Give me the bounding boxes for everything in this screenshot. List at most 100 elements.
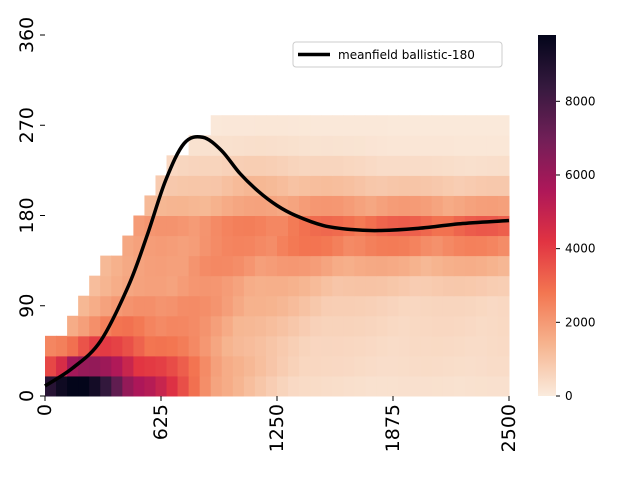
heatmap-cell bbox=[486, 275, 499, 297]
heatmap-cell bbox=[177, 255, 190, 277]
heatmap-cell bbox=[188, 155, 201, 176]
heatmap-cell bbox=[243, 235, 256, 257]
heatmap-cell bbox=[475, 235, 488, 257]
heatmap-cell bbox=[343, 235, 355, 257]
heatmap-cell bbox=[387, 255, 400, 277]
heatmap-cell bbox=[453, 195, 466, 216]
heatmap-cell bbox=[475, 155, 488, 176]
heatmap-cell bbox=[332, 155, 344, 176]
heatmap-cell bbox=[166, 375, 179, 397]
heatmap-cell bbox=[122, 255, 134, 277]
heatmap-cell bbox=[277, 155, 289, 176]
heatmap-cell bbox=[409, 135, 422, 156]
legend-box bbox=[292, 41, 503, 68]
heatmap-cell bbox=[254, 115, 267, 136]
heatmap-cell bbox=[232, 295, 245, 317]
heatmap-cell bbox=[310, 335, 322, 357]
heatmap-cell bbox=[188, 195, 201, 216]
heatmap-cell bbox=[464, 355, 477, 377]
heatmap-cell bbox=[442, 135, 455, 156]
heatmap-cell bbox=[243, 355, 256, 377]
heatmap-cell bbox=[464, 375, 477, 397]
heatmap-cell bbox=[67, 375, 79, 397]
heatmap-cell bbox=[155, 335, 168, 357]
heatmap-cell bbox=[431, 315, 444, 337]
y-tick-label: 360 bbox=[16, 17, 38, 53]
heatmap-cell bbox=[354, 355, 366, 377]
heatmap-cell bbox=[122, 355, 134, 377]
heatmap-cell bbox=[100, 315, 112, 337]
heatmap-cell bbox=[464, 195, 477, 216]
x-tick-label: 1250 bbox=[266, 404, 288, 452]
heatmap-cell bbox=[497, 115, 510, 136]
heatmap-cell bbox=[365, 115, 377, 136]
heatmap-cell bbox=[497, 135, 510, 156]
heatmap-cell bbox=[464, 335, 477, 357]
heatmap-cell bbox=[45, 355, 57, 377]
heatmap-cell bbox=[277, 235, 289, 257]
heatmap-cell bbox=[420, 195, 433, 216]
heatmap-cell bbox=[188, 135, 201, 156]
heatmap-cell bbox=[166, 275, 179, 297]
heatmap-cell bbox=[243, 155, 256, 176]
heatmap-cell bbox=[464, 235, 477, 257]
heatmap-cell bbox=[288, 355, 300, 377]
heatmap-cell bbox=[376, 215, 388, 237]
heatmap-cell bbox=[376, 155, 388, 176]
heatmap-cell bbox=[155, 195, 168, 216]
heatmap-cell bbox=[431, 135, 444, 156]
heatmap-cell bbox=[45, 335, 57, 357]
heatmap-cell bbox=[354, 195, 366, 216]
heatmap-cell bbox=[420, 295, 433, 317]
heatmap-cell bbox=[299, 135, 311, 156]
heatmap-cell bbox=[387, 175, 400, 196]
heatmap-cell bbox=[365, 255, 377, 277]
heatmap-cell bbox=[221, 195, 234, 216]
y-tick-label: 270 bbox=[16, 107, 38, 143]
heatmap-cell bbox=[188, 295, 201, 317]
heatmap-cell bbox=[254, 335, 267, 357]
heatmap-cell bbox=[199, 355, 212, 377]
heatmap-cell bbox=[45, 375, 57, 397]
heatmap-cell bbox=[277, 115, 289, 136]
heatmap-cell bbox=[354, 315, 366, 337]
heatmap-cell bbox=[343, 175, 355, 196]
heatmap-cell bbox=[166, 315, 179, 337]
heatmap-cell bbox=[144, 355, 156, 377]
heatmap-cell bbox=[475, 295, 488, 317]
heatmap-cell bbox=[177, 235, 190, 257]
y-tick-label: 180 bbox=[16, 197, 38, 233]
heatmap-cell bbox=[78, 315, 90, 337]
heatmap-cell bbox=[288, 295, 300, 317]
heatmap-cell bbox=[288, 275, 300, 297]
legend: meanfield ballistic-180 bbox=[292, 41, 503, 68]
colorbar: 0 2000 4000 6000 8000 bbox=[538, 35, 596, 403]
heatmap-cell bbox=[376, 175, 388, 196]
heatmap-cell bbox=[100, 275, 112, 297]
heatmap-cell bbox=[409, 215, 422, 237]
heatmap-cell bbox=[343, 255, 355, 277]
heatmap-cell bbox=[188, 355, 201, 377]
heatmap-cell bbox=[166, 295, 179, 317]
heatmap-cell bbox=[177, 335, 190, 357]
heatmap-cell bbox=[232, 355, 245, 377]
heatmap-cell bbox=[354, 295, 366, 317]
heatmap-cell bbox=[442, 175, 455, 196]
heatmap-cell bbox=[232, 195, 245, 216]
heatmap-cell bbox=[365, 295, 377, 317]
heatmap-cell bbox=[199, 235, 212, 257]
heatmap-cell bbox=[210, 315, 223, 337]
heatmap-cell bbox=[431, 295, 444, 317]
heatmap-cell bbox=[100, 375, 112, 397]
heatmap-cell bbox=[199, 155, 212, 176]
heatmap-cell bbox=[232, 155, 245, 176]
heatmap-cell bbox=[310, 115, 322, 136]
heatmap-cell bbox=[310, 255, 322, 277]
heatmap-cell bbox=[365, 335, 377, 357]
heatmap-cell bbox=[254, 295, 267, 317]
heatmap-cell bbox=[409, 175, 422, 196]
heatmap-cell bbox=[210, 375, 223, 397]
heatmap-cell bbox=[111, 275, 123, 297]
heatmap-cell bbox=[177, 295, 190, 317]
heatmap-cell bbox=[210, 195, 223, 216]
